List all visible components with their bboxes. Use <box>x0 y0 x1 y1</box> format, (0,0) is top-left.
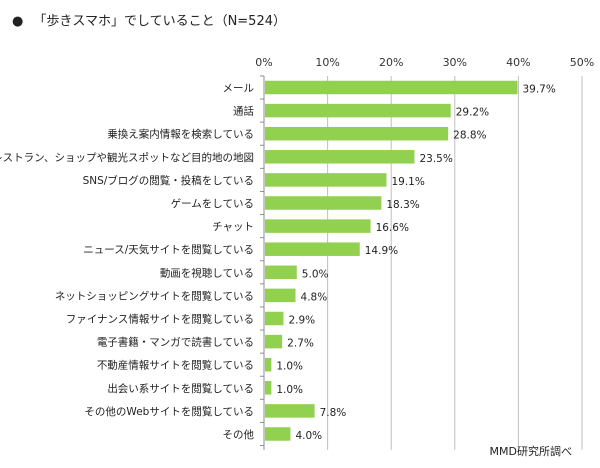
category-label: ニュース/天気サイトを閲覧している <box>83 243 254 256</box>
data-label: 1.0% <box>276 361 303 373</box>
category-label: 出会い系サイトを閲覧している <box>107 382 254 395</box>
bar <box>265 311 284 326</box>
data-label: 2.7% <box>287 338 314 350</box>
bar <box>265 173 387 187</box>
category-label: 不動産情報サイトを閲覧している <box>97 359 254 372</box>
data-label: 28.8% <box>453 130 486 142</box>
x-tick-label: 10% <box>315 56 339 69</box>
category-label: レストラン、ショップや観光スポットなど目的地の地図 <box>0 151 254 164</box>
category-label: SNS/ブログの閲覧・投稿をしている <box>83 174 254 187</box>
data-label: 14.9% <box>365 245 398 257</box>
bar <box>265 196 382 210</box>
x-tick-label: 0% <box>255 56 272 69</box>
data-label: 7.8% <box>320 407 347 419</box>
x-tick-label: 40% <box>506 56 530 69</box>
data-label: 4.0% <box>295 430 322 442</box>
data-label: 4.8% <box>301 291 328 303</box>
bar <box>265 219 371 233</box>
bar <box>265 404 315 418</box>
category-label: ファイナンス情報サイトを閲覧している <box>66 313 254 326</box>
data-label: 19.1% <box>391 176 424 188</box>
data-label: 5.0% <box>302 268 329 280</box>
bar <box>265 103 451 118</box>
bar <box>265 334 283 349</box>
chart-title: ● 「歩きスマホ」でしていること（N=524） <box>12 10 286 29</box>
category-label: チャット <box>212 221 254 233</box>
category-label: その他 <box>223 428 255 441</box>
bar <box>265 381 272 395</box>
category-label: ネットショッピングサイトを閲覧している <box>55 289 254 302</box>
x-tick-label: 50% <box>570 56 594 69</box>
bar <box>265 427 291 441</box>
bar <box>265 80 518 95</box>
bar <box>265 126 449 141</box>
data-label: 1.0% <box>276 384 303 396</box>
category-label: 動画を視聴している <box>160 266 254 279</box>
bullet-icon: ● <box>12 14 24 29</box>
category-label: 乗換え案内情報を検索している <box>107 128 254 141</box>
data-label: 18.3% <box>386 199 419 211</box>
bar <box>265 288 296 303</box>
bar <box>265 150 415 164</box>
chart-title-text: 「歩きスマホ」でしていること（N=524） <box>33 14 286 29</box>
x-tick-label: 20% <box>379 56 403 69</box>
source-note: MMD研究所調べ <box>489 445 572 458</box>
data-label: 23.5% <box>419 153 452 165</box>
data-label: 16.6% <box>376 222 409 234</box>
bar <box>265 357 272 372</box>
category-label: その他のWebサイトを閲覧している <box>84 405 254 418</box>
category-label: 通話 <box>233 105 254 118</box>
category-label: 電子書籍・マンガで読書している <box>97 336 254 349</box>
bar <box>265 242 360 256</box>
data-label: 2.9% <box>288 315 315 327</box>
data-label: 29.2% <box>456 107 489 119</box>
data-label: 39.7% <box>522 84 555 96</box>
x-tick-label: 30% <box>443 56 467 69</box>
category-label: メール <box>223 83 255 95</box>
bar <box>265 265 297 280</box>
category-label: ゲームをしている <box>171 198 254 210</box>
